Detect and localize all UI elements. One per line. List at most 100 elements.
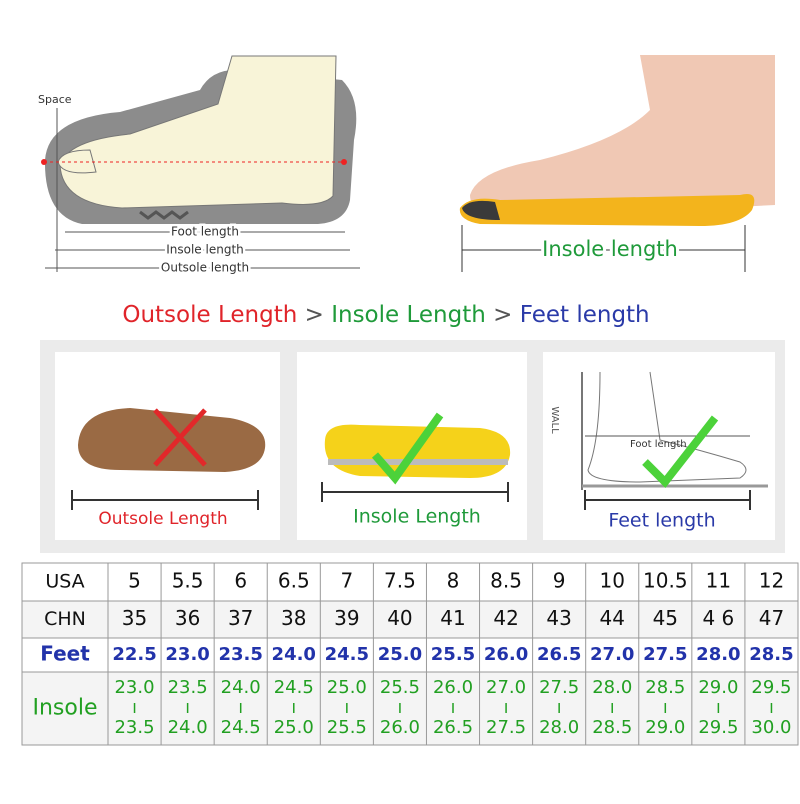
panel-insole: Insole Length [297, 352, 527, 540]
tread [139, 210, 189, 220]
cell-value: 42 [493, 606, 518, 630]
cell-value: 36 [175, 606, 200, 630]
cell-value: 8 [447, 569, 460, 593]
cell-value: 29.0 [645, 717, 685, 738]
comparison: Outsole Length > Insole Length > Feet le… [122, 302, 649, 328]
cell-value: 8.5 [490, 569, 522, 593]
cell-value: 28.5 [592, 717, 632, 738]
label: Foot length [630, 439, 687, 450]
label: Feet length [608, 510, 715, 532]
cell-value: 30.0 [751, 717, 791, 738]
table-row [21, 562, 799, 602]
cell-value: 25.5 [327, 717, 367, 738]
cell-value: 38 [281, 606, 306, 630]
comparison-item: Outsole Length [122, 302, 297, 328]
cell-value: 26.5 [537, 644, 581, 665]
cell-value: 40 [387, 606, 412, 630]
cell-value: 24.5 [274, 677, 314, 698]
row-header: Insole [32, 696, 97, 721]
label: Foot length [171, 225, 239, 239]
cell-value: 27.0 [486, 677, 526, 698]
cross [153, 408, 207, 467]
cell-value: 28.0 [592, 677, 632, 698]
cell-value: 23.0 [165, 644, 209, 665]
toe-shape [57, 149, 97, 174]
cell-value: 37 [228, 606, 253, 630]
panel-feet: WALL Foot length Feet length [543, 352, 775, 540]
foot-outline [587, 371, 747, 483]
cell-value: 10 [600, 569, 625, 593]
cell-value: 28.5 [749, 644, 793, 665]
cell-value: 26.0 [380, 717, 420, 738]
label: WALL [549, 406, 560, 434]
cell-value: 41 [440, 606, 465, 630]
cell-value: 35 [122, 606, 147, 630]
cell-value: 27.0 [590, 644, 634, 665]
separator: > [305, 302, 324, 328]
cell-value: 7.5 [384, 569, 416, 593]
cell-value: 24.5 [221, 717, 261, 738]
table-row [21, 671, 799, 746]
size-table: USA 5 5.5 6 6.5 7 7.5 8 8.5 9 10 10.5 11 12 CHN 35 36 37 3… [21, 562, 799, 746]
cell-value: 5.5 [172, 569, 204, 593]
cell-value: 39 [334, 606, 359, 630]
check [371, 412, 444, 485]
label: Space [38, 93, 72, 106]
foot-skin [470, 55, 775, 218]
foot-shape [59, 55, 337, 209]
cell-value: 47 [759, 606, 784, 630]
cell-value: 28.0 [539, 717, 579, 738]
cell-value: 24.0 [272, 644, 316, 665]
foot-photo: Insole length [459, 55, 775, 272]
cell-value: 27.5 [539, 677, 579, 698]
cell-value: 23.0 [114, 677, 154, 698]
table-row [21, 600, 799, 639]
label: Outsole length [161, 261, 249, 275]
cell-value: 25.0 [378, 644, 422, 665]
table-row [21, 637, 799, 673]
cell-value: 25.5 [431, 644, 475, 665]
cell-value: 6 [234, 569, 247, 593]
cell-value: 24.5 [325, 644, 369, 665]
cell-value: 6.5 [278, 569, 310, 593]
label: Insole Length [353, 506, 481, 528]
cell-value: 26.5 [433, 717, 473, 738]
row-header: Feet [40, 642, 90, 666]
cell-value: 11 [706, 569, 731, 593]
cell-value: 26.0 [484, 644, 528, 665]
marker [341, 159, 347, 165]
cell-value: 7 [340, 569, 353, 593]
cell-value: 4 6 [702, 606, 734, 630]
cell-value: 23.5 [218, 644, 262, 665]
label: Outsole Length [98, 509, 227, 529]
check [642, 415, 719, 489]
cell-value: 27.5 [643, 644, 687, 665]
comparison-item: Insole Length [331, 302, 486, 328]
cell-value: 22.5 [112, 644, 156, 665]
panel-outsole: Outsole Length [55, 352, 280, 540]
sole-shape [78, 408, 266, 472]
cell-value: 24.0 [168, 717, 208, 738]
cell-value: 24.0 [221, 677, 261, 698]
cell-value: 45 [653, 606, 678, 630]
separator: > [493, 302, 512, 328]
cell-value: 23.5 [114, 717, 154, 738]
cell-value: 43 [546, 606, 571, 630]
cell-value: 44 [600, 606, 625, 630]
label: Insole length [542, 237, 678, 261]
cell-value: 10.5 [643, 569, 688, 593]
row-header: USA [45, 571, 84, 593]
cell-value: 28.0 [696, 644, 740, 665]
cell-value: 27.5 [486, 717, 526, 738]
shoe-diagram: Space Foot length Insole length Outsole … [38, 55, 360, 277]
cell-value: 25.5 [380, 677, 420, 698]
cell-value: 5 [128, 569, 141, 593]
cell-value: 29.5 [698, 717, 738, 738]
cell-value: 28.5 [645, 677, 685, 698]
cell-value: 9 [553, 569, 566, 593]
cell-value: 26.0 [433, 677, 473, 698]
cell-value: 12 [759, 569, 784, 593]
label: Insole length [166, 243, 244, 257]
